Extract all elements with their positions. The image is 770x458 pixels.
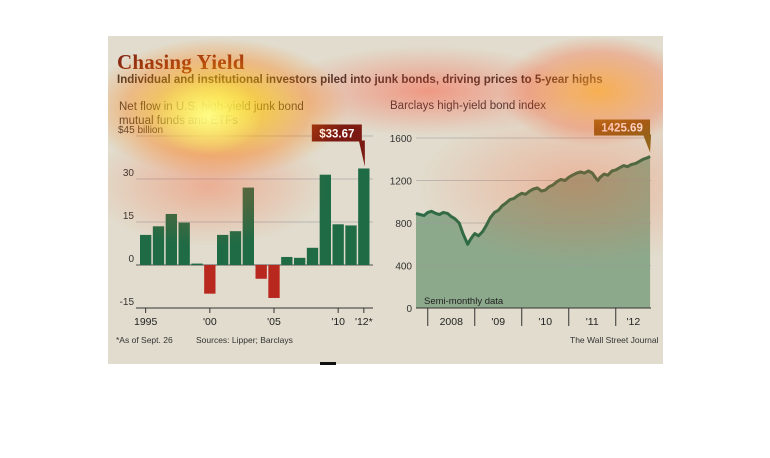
x-tick-label: '12 [627,316,641,328]
bond-index-area-chart: 1600 1200 800 400 0 2008 '09 '10 '11 '12 Semi-mont… [390,119,652,328]
chart-panel: Chasing Yield Individual and institution… [108,36,663,364]
callout-pointer [643,134,652,153]
cursor-marker [320,362,336,365]
area-fill [416,156,651,308]
footnote: *As of Sept. 26 [116,335,173,345]
sources: Sources: Lipper; Barclays [196,335,293,345]
y-tick-label: 1600 [390,134,413,145]
x-tick-label: '09 [491,316,505,328]
y-tick-label: 400 [395,262,412,273]
y-tick-label: 1200 [390,177,413,188]
x-tick-label: '11 [586,316,599,328]
x-tick-label: 2008 [440,316,464,328]
x-tick-label: '10 [538,316,552,328]
series-note: Semi-monthly data [424,296,504,307]
credit: The Wall Street Journal [570,335,659,345]
callout-value: 1425.69 [601,123,643,135]
y-tick-label: 800 [395,219,412,230]
y-tick-label: 0 [406,304,412,315]
